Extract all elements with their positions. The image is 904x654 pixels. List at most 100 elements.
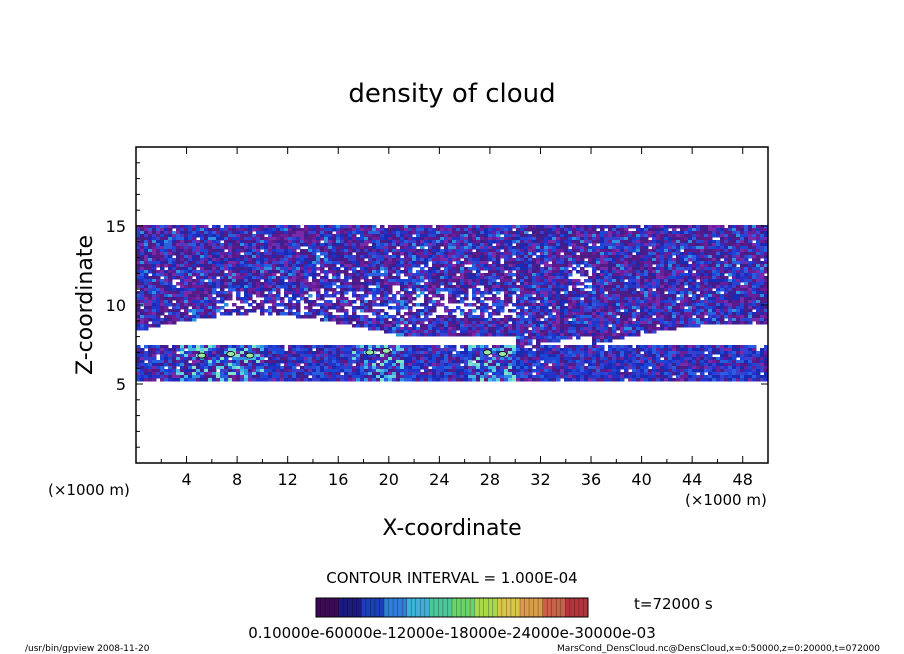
density-cell: [440, 240, 445, 244]
density-cell: [276, 231, 281, 235]
density-cell: [172, 273, 177, 277]
density-cell: [468, 333, 473, 337]
density-cell: [348, 366, 353, 370]
density-cell: [572, 375, 577, 379]
density-cell: [372, 318, 377, 322]
density-cell: [164, 288, 169, 292]
density-cell: [176, 264, 181, 268]
density-cell: [352, 264, 357, 268]
density-cell: [268, 375, 273, 379]
density-cell: [324, 351, 329, 355]
density-cell: [196, 234, 201, 238]
density-cell: [456, 291, 461, 295]
density-cell: [408, 312, 413, 316]
density-cell: [540, 234, 545, 238]
density-cell: [236, 255, 241, 259]
density-cell: [164, 234, 169, 238]
density-cell: [576, 336, 581, 340]
density-cell: [400, 234, 405, 238]
density-cell: [164, 306, 169, 310]
density-cell: [452, 294, 457, 298]
density-cell: [396, 318, 401, 322]
density-cell: [424, 288, 429, 292]
density-cell: [444, 318, 449, 322]
density-cell: [444, 249, 449, 253]
density-cell: [428, 357, 433, 361]
density-cell: [236, 291, 241, 295]
density-cell: [336, 348, 341, 352]
density-cell: [216, 249, 221, 253]
density-cell: [600, 366, 605, 370]
density-cell: [240, 378, 245, 382]
density-cell: [324, 348, 329, 352]
density-cell: [136, 261, 141, 265]
density-cell: [268, 264, 273, 268]
density-cell: [156, 261, 161, 265]
density-cell: [204, 369, 209, 373]
density-cell: [488, 264, 493, 268]
density-cell: [564, 327, 569, 331]
density-cell: [576, 288, 581, 292]
density-cell: [160, 288, 165, 292]
density-cell: [496, 348, 501, 352]
density-cell: [152, 261, 157, 265]
density-cell: [364, 357, 369, 361]
density-cell: [400, 279, 405, 283]
density-cell: [144, 240, 149, 244]
density-cell: [508, 300, 513, 304]
density-cell: [344, 243, 349, 247]
density-cell: [508, 366, 513, 370]
density-cell: [600, 300, 605, 304]
density-cell: [396, 225, 401, 229]
density-cell: [380, 309, 385, 313]
density-cell: [432, 267, 437, 271]
density-cell: [304, 285, 309, 289]
density-cell: [528, 279, 533, 283]
density-cell: [320, 360, 325, 364]
density-cell: [460, 270, 465, 274]
density-cell: [552, 369, 557, 373]
density-cell: [472, 333, 477, 337]
density-cell: [148, 375, 153, 379]
density-cell: [308, 360, 313, 364]
density-cell: [236, 345, 241, 349]
density-cell: [480, 228, 485, 232]
density-cell: [568, 240, 573, 244]
cloud-density-field: [136, 225, 768, 382]
density-cell: [336, 252, 341, 256]
density-cell: [212, 375, 217, 379]
density-cell: [136, 297, 141, 301]
density-cell: [348, 231, 353, 235]
density-cell: [236, 270, 241, 274]
density-cell: [532, 264, 537, 268]
density-cell: [492, 273, 497, 277]
density-cell: [484, 363, 489, 367]
density-cell: [292, 294, 297, 298]
density-cell: [524, 258, 529, 262]
density-cell: [596, 378, 601, 382]
density-cell: [396, 273, 401, 277]
density-cell: [436, 378, 441, 382]
density-cell: [448, 255, 453, 259]
density-cell: [476, 306, 481, 310]
density-cell: [436, 345, 441, 349]
chart-title: density of cloud: [348, 79, 555, 109]
density-cell: [220, 270, 225, 274]
density-cell: [556, 264, 561, 268]
density-cell: [140, 294, 145, 298]
density-cell: [336, 369, 341, 373]
density-cell: [428, 249, 433, 253]
density-cell: [252, 276, 257, 280]
density-cell: [468, 267, 473, 271]
density-cell: [368, 252, 373, 256]
density-cell: [484, 375, 489, 379]
density-cell: [408, 372, 413, 376]
density-cell: [176, 375, 181, 379]
density-cell: [496, 333, 501, 337]
density-cell: [592, 354, 597, 358]
density-cell: [400, 363, 405, 367]
density-cell: [524, 321, 529, 325]
density-cell: [412, 348, 417, 352]
density-cell: [596, 246, 601, 250]
density-cell: [496, 285, 501, 289]
